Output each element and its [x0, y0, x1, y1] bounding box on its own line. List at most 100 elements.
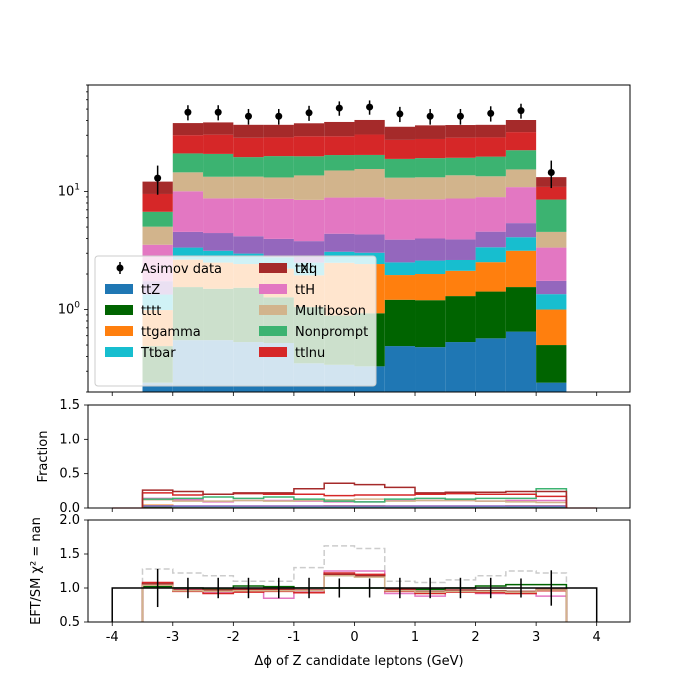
- legend-box: [94, 255, 377, 387]
- bar-ttH-11: [475, 197, 506, 232]
- bar-ttH-3: [233, 198, 264, 237]
- fraction-step-ttll: [141, 482, 568, 508]
- ratio-panel: 0.5 1.0 1.5 2.0 EFT/SM χ² = nan -4 -3 -2 -1 0 1 2 3 4…: [29, 513, 631, 669]
- ratio-axes-frame: [87, 519, 631, 623]
- data-point-3: [244, 112, 252, 120]
- legend-label-tXq: tXq: [295, 262, 317, 277]
- bar-ttlnu-3: [233, 137, 264, 158]
- bar-tXq-4: [263, 238, 294, 258]
- fraction-y-tick-label: 0.0: [59, 501, 80, 516]
- fraction-step-Nonprompt: [141, 488, 568, 508]
- bar-ttlnu-10: [445, 137, 476, 158]
- bar-tXq-8: [384, 239, 416, 263]
- legend-label-tttt: tttt: [141, 304, 161, 319]
- bar-ttll-2: [203, 122, 234, 135]
- ratio-step-4: [141, 573, 568, 622]
- legend-label-ttH: ttH: [295, 283, 315, 298]
- bar-Nonprompt-1: [172, 153, 204, 173]
- bar-ttlnu-11: [475, 137, 506, 157]
- data-point-11: [487, 109, 495, 117]
- bar-ttlnu-7: [354, 134, 385, 155]
- legend-swatch-tttt: [105, 305, 133, 315]
- bar-tttt-9: [415, 300, 446, 348]
- y-tick-label: 100: [58, 301, 81, 318]
- ratio-step-5: [141, 575, 568, 622]
- x-tick-label: -1: [287, 630, 300, 645]
- bar-tXq-10: [445, 239, 476, 260]
- bar-Nonprompt-5: [293, 156, 325, 176]
- bar-Nonprompt-9: [415, 158, 446, 178]
- bar-tXq-7: [354, 234, 385, 253]
- bar-Multiboson-8: [384, 177, 416, 200]
- bar-tXq-1: [172, 231, 204, 248]
- bar-ttlnu-2: [203, 134, 234, 154]
- data-point-5: [305, 109, 313, 117]
- bar-Ttbar-9: [415, 260, 446, 275]
- bar-Ttbar-13: [536, 294, 567, 310]
- legend-swatch-ttZ: [105, 284, 133, 294]
- bar-ttH-7: [354, 197, 385, 235]
- data-point-1: [184, 108, 192, 116]
- bar-tttt-13: [536, 345, 567, 383]
- x-tick-label: 4: [593, 630, 601, 645]
- y-tick-label: 101: [58, 183, 80, 200]
- bar-tttt-12: [505, 287, 537, 332]
- fraction-y-tick-label: 1.5: [59, 398, 80, 413]
- bar-tXq-9: [415, 238, 446, 261]
- ratio-step-0: [141, 545, 568, 622]
- bar-ttlnu-5: [293, 136, 325, 157]
- bar-ttH-8: [384, 199, 416, 240]
- legend-label-ttll: ttll: [295, 262, 312, 277]
- bar-ttll-12: [505, 120, 537, 133]
- x-tick-label: 3: [532, 630, 540, 645]
- bar-ttH-6: [324, 197, 355, 234]
- data-point-8: [396, 110, 404, 118]
- bar-ttlnu-13: [536, 186, 567, 200]
- legend-swatch-ttlnu: [259, 347, 287, 357]
- bar-Nonprompt-10: [445, 157, 476, 176]
- ratio-y-tick-label: 0.5: [59, 615, 80, 630]
- x-tick-label: 2: [471, 630, 479, 645]
- bar-ttH-13: [536, 247, 567, 281]
- bar-ttgamma-9: [415, 274, 446, 301]
- x-tick-label: 1: [411, 630, 419, 645]
- bar-tXq-11: [475, 231, 506, 248]
- ratio-y-tick-label: 2.0: [59, 513, 80, 528]
- bar-ttll-4: [263, 124, 294, 138]
- bar-ttH-12: [505, 187, 537, 224]
- legend-label-Ttbar: Ttbar: [140, 346, 176, 361]
- legend-label-ttZ: ttZ: [141, 283, 160, 298]
- bar-tttt-8: [384, 299, 416, 347]
- data-point-9: [426, 112, 434, 120]
- bar-Multiboson-11: [475, 176, 506, 198]
- legend-marker-dot: [116, 264, 124, 272]
- bar-ttlnu-8: [384, 139, 416, 159]
- ratio-lines: [111, 545, 598, 622]
- bar-ttH-1: [172, 191, 204, 232]
- fraction-y-axis-label: Fraction: [36, 431, 51, 483]
- bar-ttll-3: [233, 124, 264, 138]
- y-tick-exponent: 1: [74, 183, 80, 193]
- bar-ttgamma-8: [384, 275, 416, 300]
- fraction-y-tick-label: 0.5: [59, 467, 80, 482]
- bar-Nonprompt-2: [203, 153, 234, 177]
- bar-ttlnu-4: [263, 137, 294, 157]
- bar-ttH-5: [293, 199, 325, 242]
- bar-Nonprompt-7: [354, 154, 385, 169]
- legend-swatch-ttgamma: [105, 326, 133, 336]
- data-point-4: [275, 112, 283, 120]
- bar-ttll-7: [354, 119, 385, 135]
- bar-tttt-10: [445, 296, 476, 343]
- bar-Multiboson-7: [354, 168, 385, 198]
- bar-ttll-6: [324, 121, 355, 137]
- legend-label-Multiboson: Multiboson: [295, 304, 366, 319]
- bar-ttgamma-11: [475, 262, 506, 292]
- x-tick-label: -3: [166, 630, 179, 645]
- bar-ttH-4: [263, 198, 294, 239]
- bar-ttlnu-0: [142, 193, 173, 212]
- legend-label-ttlnu: ttlnu: [295, 346, 325, 361]
- fraction-axes-frame: [87, 404, 631, 509]
- bar-Multiboson-6: [324, 170, 355, 198]
